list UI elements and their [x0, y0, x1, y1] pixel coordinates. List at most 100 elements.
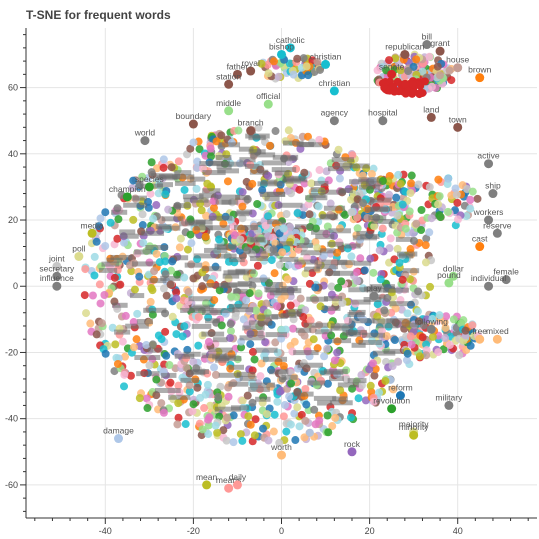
word-label: damage — [103, 426, 134, 436]
scatter-point — [373, 312, 382, 321]
overlapping-label-texture — [278, 202, 303, 208]
scatter-point — [120, 382, 129, 391]
scatter-point — [254, 123, 263, 132]
overlapping-label-texture — [106, 257, 123, 263]
scatter-point — [468, 321, 477, 330]
overlapping-label-texture — [217, 168, 240, 174]
overlapping-label-texture — [307, 380, 326, 386]
scatter-point — [354, 394, 363, 403]
scatter-point — [264, 69, 273, 78]
scatter-point — [168, 312, 177, 321]
overlapping-label-texture — [279, 256, 299, 262]
overlapping-label-texture — [256, 314, 279, 320]
word-label: official — [256, 91, 280, 101]
scatter-point — [373, 66, 382, 75]
overlapping-label-texture — [371, 218, 395, 224]
scatter-point — [415, 89, 424, 98]
scatter-point — [406, 245, 415, 254]
scatter-point — [246, 66, 256, 76]
scatter-point — [461, 326, 470, 335]
overlapping-label-texture — [295, 327, 312, 333]
overlapping-label-texture — [277, 241, 293, 247]
scatter-point — [475, 242, 485, 252]
scatter-point — [301, 384, 310, 393]
scatter-point — [209, 203, 218, 212]
scatter-point — [187, 239, 196, 248]
scatter-point — [328, 422, 337, 431]
word-label: active — [477, 151, 499, 161]
scatter-point — [215, 235, 224, 244]
word-label: mixed — [486, 326, 509, 336]
overlapping-label-texture — [250, 152, 276, 158]
overlapping-label-texture — [214, 194, 241, 200]
overlapping-label-texture — [234, 211, 250, 217]
scatter-point — [383, 293, 392, 302]
overlapping-label-texture — [271, 167, 297, 173]
scatter-point — [436, 71, 445, 80]
scatter-point — [161, 257, 170, 266]
scatter-point — [226, 319, 235, 328]
scatter-point — [303, 132, 312, 141]
scatter-point — [146, 297, 155, 306]
scatter-point — [193, 383, 202, 392]
scatter-point — [441, 323, 450, 332]
word-label: brown — [468, 65, 491, 75]
scatter-point — [366, 381, 375, 390]
scatter-point — [186, 230, 195, 239]
scatter-point — [194, 312, 203, 321]
scatter-point — [159, 284, 168, 293]
scatter-point — [198, 425, 207, 434]
scatter-point — [135, 394, 144, 403]
scatter-point — [277, 49, 286, 59]
scatter-point — [52, 271, 62, 281]
scatter-point — [142, 341, 151, 350]
overlapping-label-texture — [293, 350, 319, 356]
scatter-point — [406, 332, 415, 341]
scatter-point — [397, 305, 406, 314]
overlapping-label-texture — [321, 259, 348, 265]
scatter-point — [126, 261, 135, 270]
scatter-point — [213, 428, 222, 437]
scatter-point — [418, 67, 427, 76]
scatter-point — [129, 176, 138, 185]
overlapping-label-texture — [265, 287, 289, 293]
overlapping-label-texture — [348, 318, 375, 324]
scatter-point — [204, 430, 213, 439]
scatter-point — [313, 243, 322, 252]
overlapping-label-texture — [374, 287, 390, 293]
word-label: catholic — [276, 35, 306, 45]
scatter-point — [250, 431, 259, 440]
overlapping-label-texture — [265, 332, 287, 338]
scatter-point — [159, 155, 168, 164]
scatter-point — [277, 450, 286, 460]
scatter-point — [254, 289, 263, 298]
scatter-point — [301, 306, 310, 315]
overlapping-label-texture — [315, 329, 333, 335]
scatter-point — [80, 291, 89, 300]
scatter-point — [409, 87, 418, 96]
overlapping-label-texture — [110, 254, 133, 260]
scatter-point — [164, 205, 173, 214]
scatter-point — [415, 352, 424, 361]
scatter-point — [86, 319, 95, 328]
scatter-point — [299, 312, 308, 321]
scatter-point — [263, 99, 273, 109]
scatter-point — [447, 76, 456, 85]
scatter-point — [214, 393, 223, 402]
word-label: majority — [399, 419, 430, 429]
scatter-point — [222, 436, 231, 445]
overlapping-label-texture — [310, 187, 325, 193]
scatter-point — [275, 438, 284, 447]
overlapping-label-texture — [205, 318, 220, 324]
scatter-point — [357, 381, 366, 390]
scatter-point — [180, 322, 189, 331]
scatter-point — [111, 340, 120, 349]
scatter-point — [414, 180, 423, 189]
scatter-point — [314, 202, 323, 211]
scatter-point — [197, 206, 206, 215]
scatter-point — [106, 218, 115, 227]
overlapping-label-texture — [332, 338, 352, 344]
word-label: ship — [485, 181, 501, 191]
scatter-point — [201, 390, 210, 399]
scatter-point — [366, 254, 375, 263]
